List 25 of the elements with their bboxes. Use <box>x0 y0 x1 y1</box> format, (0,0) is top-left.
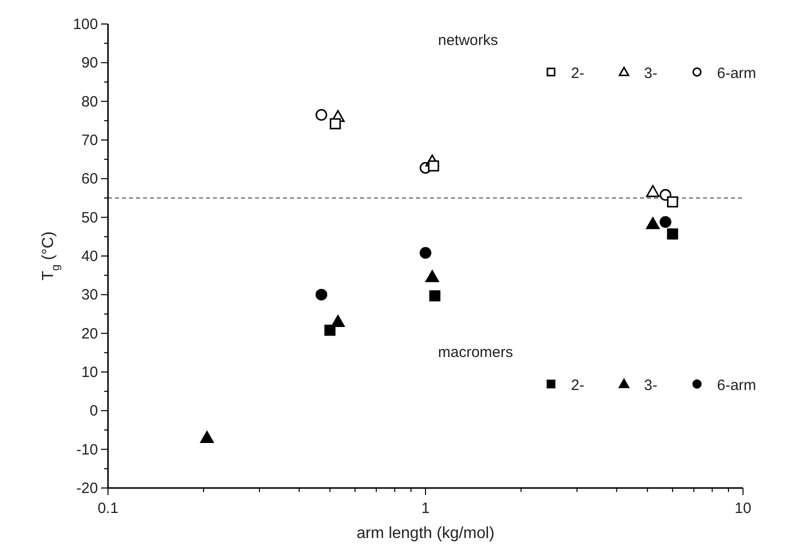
legend-label: 6-arm <box>717 65 756 82</box>
y-tick-label: -10 <box>76 441 98 458</box>
annotation: macromers <box>438 344 514 361</box>
legend-label: 6-arm <box>717 377 756 394</box>
legend-label: 2- <box>571 377 584 394</box>
y-tick-label: 60 <box>81 170 98 188</box>
y-tick-label: 80 <box>81 93 98 110</box>
y-tick-label: 90 <box>81 54 98 72</box>
x-tick-label: 1 <box>421 500 430 517</box>
x-tick-label: 10 <box>734 500 752 517</box>
legend-label: 3- <box>644 377 658 394</box>
y-tick-label: -20 <box>76 480 98 497</box>
x-axis-title: arm length (kg/mol) <box>356 525 494 542</box>
y-tick-label: 10 <box>81 364 98 381</box>
y-tick-label: 40 <box>81 248 98 265</box>
y-tick-label: 30 <box>81 286 98 304</box>
annotation: networks <box>438 32 498 49</box>
legend-label: 2- <box>571 65 584 82</box>
x-tick-label: 0.1 <box>98 500 118 517</box>
y-tick-label: 100 <box>72 16 98 33</box>
legend-label: 3- <box>644 65 658 82</box>
y-tick-label: 50 <box>81 209 98 226</box>
y-tick-label: 20 <box>81 325 98 342</box>
y-tick-label: 70 <box>81 132 98 149</box>
y-tick-label: 0 <box>90 402 98 420</box>
